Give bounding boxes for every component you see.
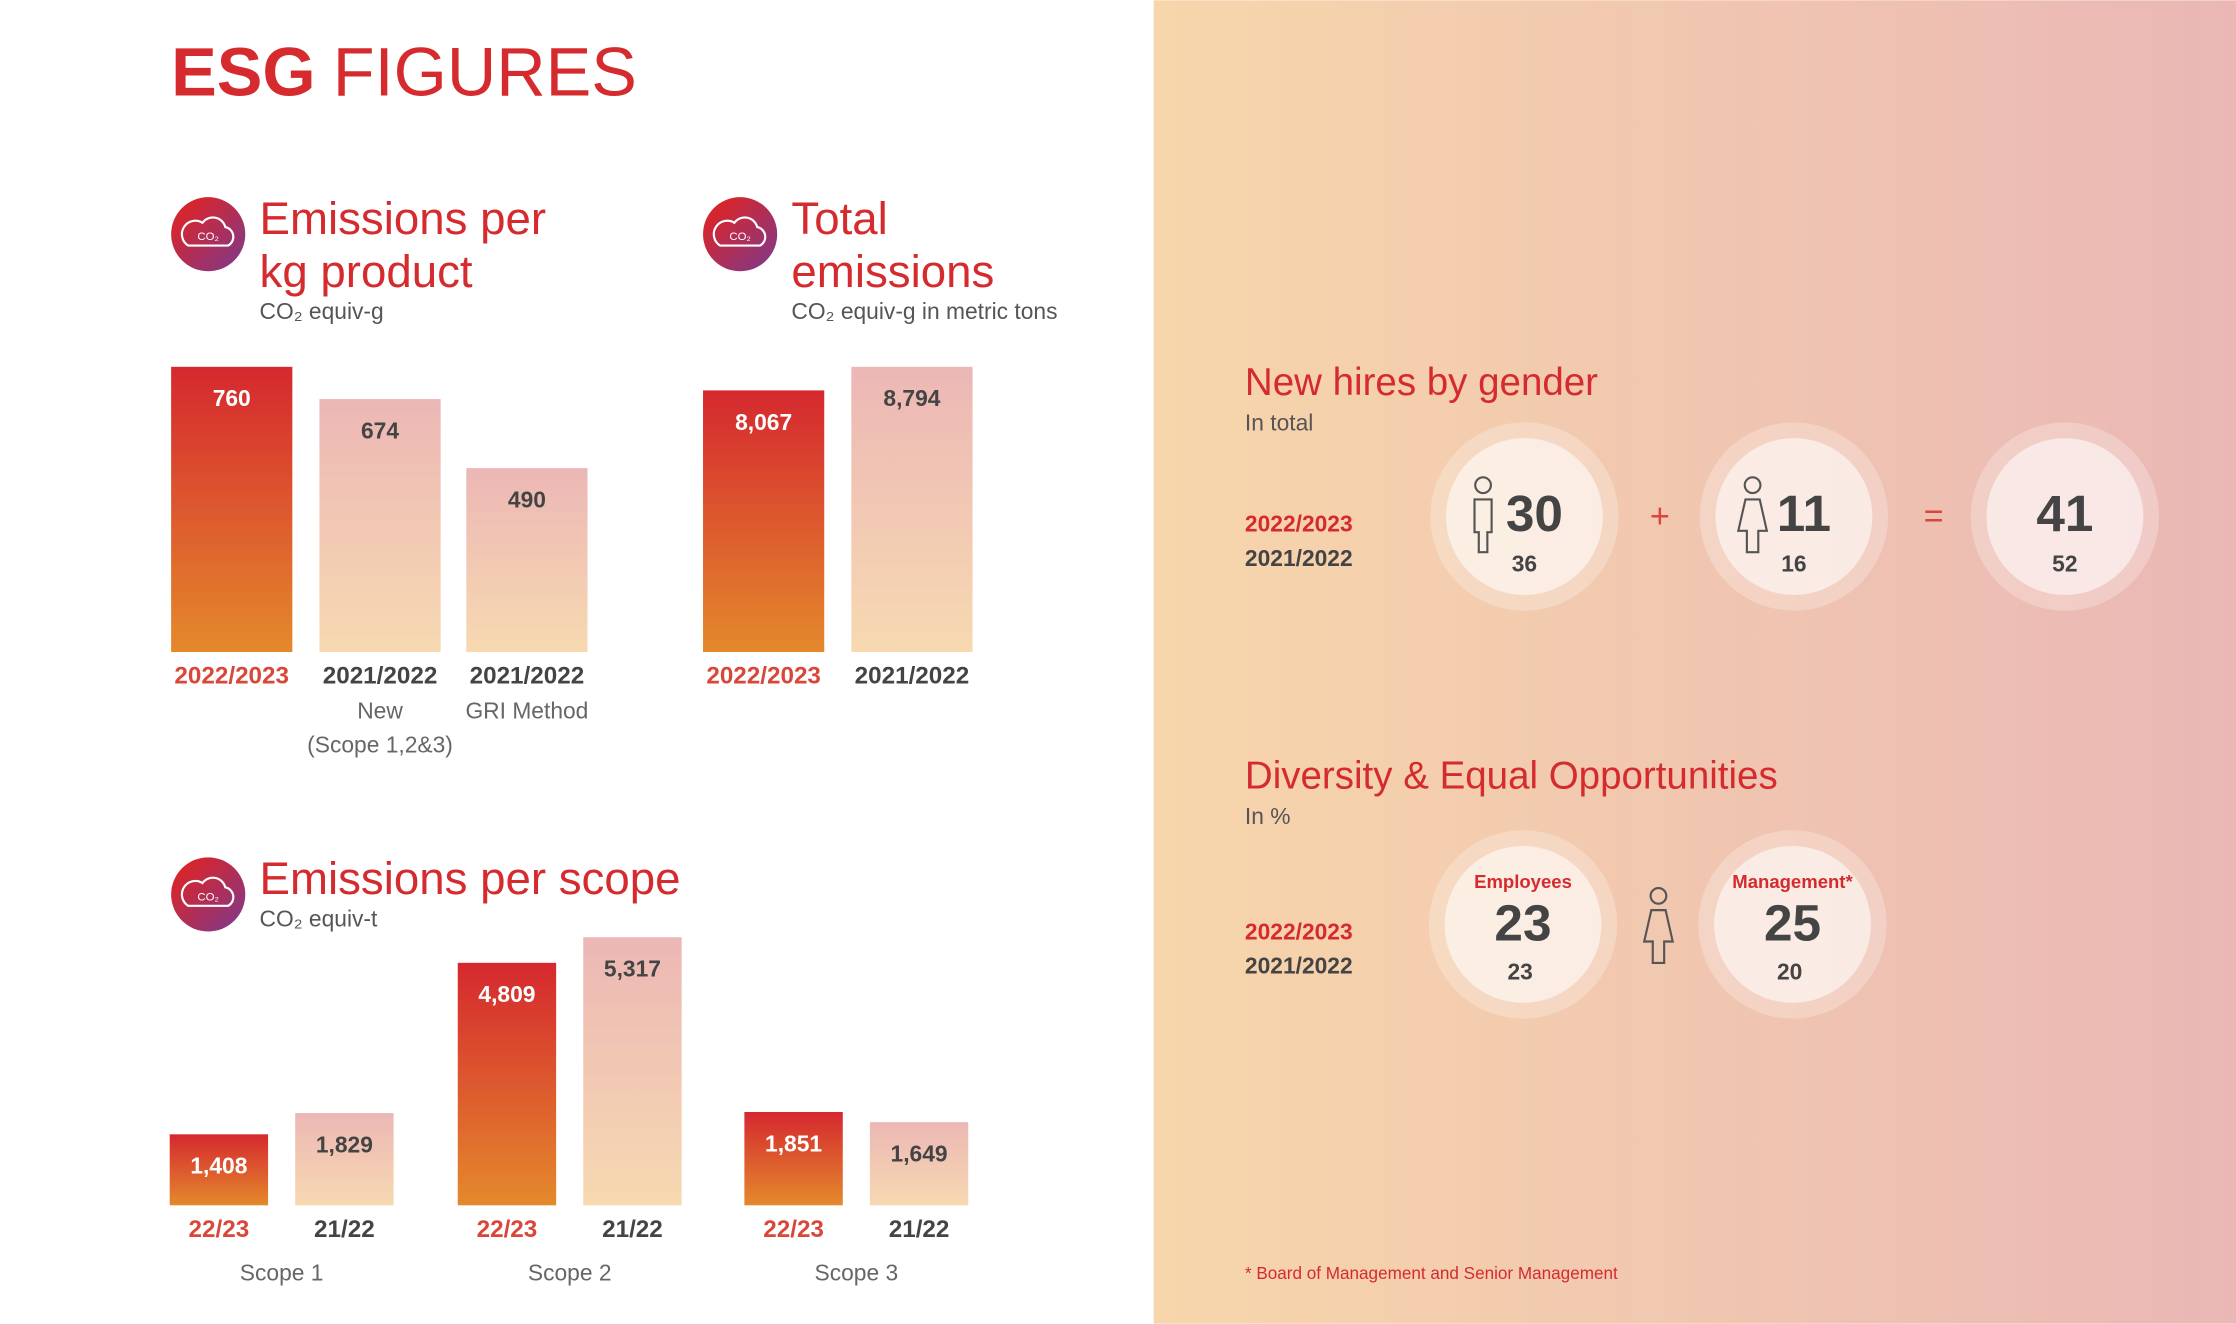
- value-label: 674: [361, 417, 399, 443]
- series-label: 22/23: [763, 1216, 824, 1243]
- title-text: FIGURES: [333, 33, 637, 110]
- chart-subtitle: CO₂ equiv-g: [260, 298, 384, 324]
- female-icon-head: [1743, 476, 1762, 495]
- hires-previous: 52: [2052, 551, 2077, 577]
- icon-text: CO₂: [197, 231, 219, 243]
- category-label: Scope 2: [528, 1259, 612, 1285]
- cloud-icon: [712, 216, 767, 247]
- chart-title: Emissions per scope: [260, 853, 681, 904]
- chart-title: emissions: [791, 246, 994, 297]
- bar: [851, 366, 973, 653]
- cloud-icon: [180, 876, 235, 907]
- value-label: 4,809: [478, 981, 535, 1007]
- category-label: Scope 3: [814, 1259, 898, 1285]
- title-bold: ESG: [171, 33, 316, 110]
- operator: +: [1650, 498, 1670, 536]
- period-previous: 2021/2022: [1245, 953, 1353, 979]
- bar: [295, 1113, 394, 1206]
- value-label: 8,794: [883, 385, 940, 411]
- value-label: 8,067: [735, 409, 792, 435]
- page-title: ESG FIGURES: [171, 33, 637, 110]
- female-icon-head: [1649, 886, 1668, 905]
- cloud-icon: [180, 216, 235, 247]
- subcategory-label: New: [357, 697, 403, 723]
- category-label: 2022/2023: [174, 663, 289, 690]
- section-title: New hires by gender: [1245, 361, 1598, 404]
- value-label: 760: [213, 385, 251, 411]
- right-panel: [1153, 0, 2236, 1324]
- bar: [171, 366, 293, 653]
- bar: [169, 1134, 269, 1206]
- category-label: Scope 1: [240, 1259, 324, 1285]
- value-label: 1,829: [316, 1131, 373, 1157]
- chart-title: kg product: [260, 246, 473, 297]
- period-current: 2022/2023: [1245, 511, 1353, 537]
- diversity-current: 25: [1764, 894, 1821, 951]
- bar: [319, 399, 441, 653]
- value-label: 490: [508, 487, 546, 513]
- circle-inner: [1986, 438, 2144, 595]
- diversity-label: Employees: [1474, 871, 1572, 892]
- footnote: * Board of Management and Senior Managem…: [1245, 1264, 1618, 1283]
- section-subtitle: In total: [1245, 409, 1313, 435]
- category-label: 2021/2022: [855, 663, 970, 690]
- diversity-label: Management*: [1732, 871, 1853, 892]
- chart-subtitle: CO₂ equiv-t: [260, 906, 378, 932]
- hires-previous: 16: [1781, 551, 1806, 577]
- subcategory-label: GRI Method: [465, 697, 588, 723]
- value-label: 1,649: [891, 1141, 948, 1167]
- co2-icon: [171, 857, 246, 932]
- category-label: 2022/2023: [706, 663, 821, 690]
- value-label: 1,851: [765, 1130, 822, 1156]
- female-icon-body: [1736, 498, 1769, 554]
- co2-icon: [703, 197, 778, 272]
- diversity-current: 23: [1494, 894, 1551, 951]
- diversity-previous: 20: [1777, 958, 1802, 984]
- value-label: 5,317: [604, 956, 661, 982]
- bar: [744, 1111, 843, 1206]
- bar: [457, 962, 557, 1206]
- period-previous: 2021/2022: [1245, 545, 1353, 571]
- hires-section: New hires by gender In total 2022/2023 2021…: [1245, 361, 2159, 611]
- bar: [466, 468, 588, 653]
- chart-subtitle: CO₂ equiv-g in metric tons: [791, 298, 1057, 324]
- hires-previous: 36: [1512, 551, 1537, 577]
- operator: =: [1924, 498, 1944, 536]
- hires-current: 41: [2036, 485, 2093, 542]
- female-icon-body: [1642, 909, 1675, 964]
- diversity-previous: 23: [1507, 958, 1532, 984]
- series-label: 21/22: [314, 1216, 375, 1243]
- category-label: 2021/2022: [470, 663, 585, 690]
- series-label: 22/23: [477, 1216, 538, 1243]
- co2-icon: [171, 197, 246, 272]
- subcategory-label: (Scope 1,2&3): [307, 732, 453, 758]
- period-current: 2022/2023: [1245, 919, 1353, 945]
- hires-current: 30: [1506, 485, 1563, 542]
- circle-inner: [1714, 845, 1871, 1003]
- series-label: 21/22: [889, 1216, 950, 1243]
- series-label: 22/23: [189, 1216, 250, 1243]
- bar: [869, 1122, 969, 1206]
- male-icon-head: [1474, 476, 1492, 495]
- icon-text: CO₂: [197, 891, 219, 903]
- bar: [583, 937, 682, 1206]
- icon-text: CO₂: [729, 231, 751, 243]
- section-title: Diversity & Equal Opportunities: [1245, 755, 1778, 798]
- category-label: 2021/2022: [323, 663, 438, 690]
- chart-title: Total: [791, 193, 887, 244]
- bar: [703, 390, 825, 653]
- hires-current: 11: [1777, 485, 1831, 542]
- series-label: 21/22: [602, 1216, 663, 1243]
- value-label: 1,408: [190, 1153, 247, 1179]
- chart-title: Emissions per: [260, 193, 547, 244]
- male-icon-body: [1473, 498, 1493, 554]
- diversity-section: Diversity & Equal Opportunities In % 2022/…: [1245, 755, 1887, 1019]
- circle-inner: [1444, 845, 1602, 1003]
- section-subtitle: In %: [1245, 803, 1291, 829]
